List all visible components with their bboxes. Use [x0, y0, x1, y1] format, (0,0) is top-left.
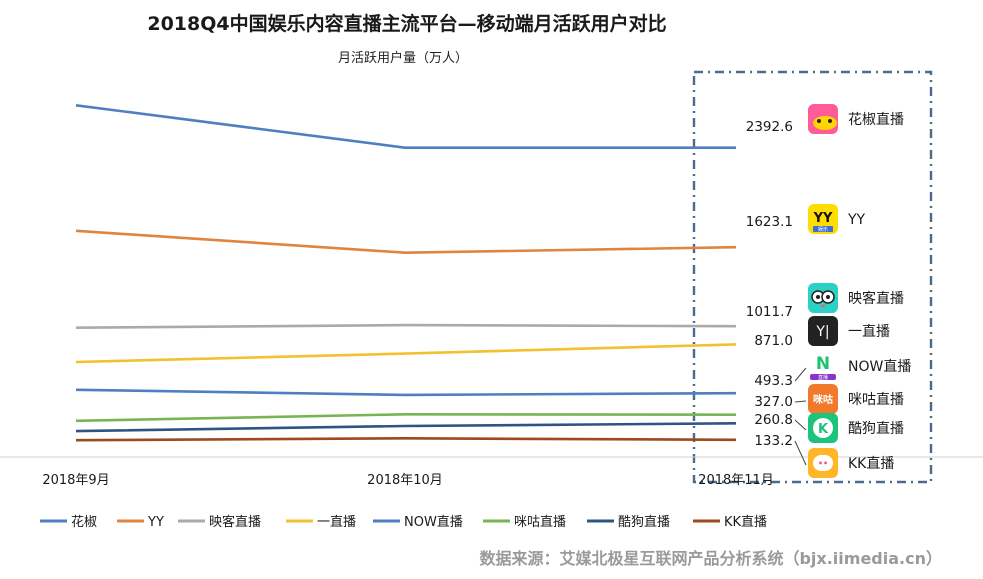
- kugou-icon: K: [808, 413, 838, 443]
- now-icon-text: N: [816, 354, 830, 374]
- series-line-0: [75, 104, 736, 149]
- legend-item: 映客直播: [178, 514, 261, 530]
- app-name-label: 花椒直播: [848, 111, 904, 128]
- kk-icon-text: ••: [818, 459, 828, 468]
- legend-item: KK直播: [693, 515, 767, 530]
- huajiao-icon: [808, 104, 838, 134]
- legend-label: 酷狗直播: [618, 515, 670, 530]
- app-name-label: KK直播: [848, 455, 894, 472]
- yingke-icon: [808, 283, 838, 313]
- app-name-label: 咪咕直播: [848, 391, 904, 408]
- now-icon: N直播: [808, 351, 838, 381]
- end-value-label: 871.0: [754, 333, 793, 349]
- legend-label: 咪咕直播: [514, 514, 566, 530]
- legend-item: 咪咕直播: [483, 514, 566, 530]
- series-line-7: [75, 436, 737, 442]
- end-value-label: 133.2: [754, 433, 793, 449]
- kk-icon: ••: [808, 448, 838, 478]
- data-source-text: 数据来源：艾媒北极星互联网产品分析系统（bjx.iimedia.cn）: [479, 549, 942, 568]
- legend-item: NOW直播: [373, 515, 463, 530]
- x-ticks: 2018年9月 2018年10月 2018年11月: [42, 473, 774, 488]
- x-tick-label: 2018年11月: [698, 473, 774, 488]
- legend-label: 映客直播: [209, 514, 261, 530]
- series-line-4: [75, 388, 737, 397]
- leader-line: [794, 400, 807, 403]
- series-layer: [75, 104, 737, 442]
- legend-label: 花椒: [71, 514, 97, 530]
- end-value-label: 260.8: [754, 412, 793, 428]
- app-name-label: 映客直播: [848, 290, 904, 307]
- series-line-1: [75, 229, 737, 254]
- legend-label: YY: [147, 515, 164, 530]
- latest-month-highlight-box: [692, 70, 933, 484]
- end-value-label: 2392.6: [746, 119, 793, 135]
- app-name-label: 一直播: [848, 323, 890, 340]
- y-axis-label: 月活跃用户量（万人）: [338, 50, 468, 66]
- now-icon-subtext: 直播: [818, 374, 828, 381]
- legend-label: KK直播: [724, 515, 767, 530]
- legend-item: 酷狗直播: [587, 515, 670, 530]
- series-line-6: [75, 422, 737, 433]
- end-value-label: 327.0: [754, 394, 793, 410]
- end-value-label: 1623.1: [746, 214, 793, 230]
- yy-icon-text: YY: [813, 211, 833, 226]
- kugou-icon-text: K: [818, 422, 829, 437]
- app-name-label: NOW直播: [848, 358, 911, 375]
- end-value-label: 493.3: [754, 373, 793, 389]
- yy-icon-subtext: 娱乐: [818, 226, 828, 233]
- migu-icon: 咪咕: [808, 384, 838, 414]
- series-line-2: [75, 323, 737, 329]
- x-tick-label: 2018年9月: [42, 473, 109, 488]
- leader-line: [794, 419, 807, 431]
- leader-line: [794, 367, 807, 382]
- legend-label: NOW直播: [404, 515, 463, 530]
- series-line-5: [75, 412, 737, 423]
- legend-item: 一直播: [286, 515, 356, 530]
- migu-icon-text: 咪咕: [813, 393, 833, 406]
- chart-title: 2018Q4中国娱乐内容直播主流平台—移动端月活跃用户对比: [147, 12, 666, 35]
- leader-line: [794, 440, 807, 466]
- yizhibo-icon: Y|: [808, 316, 838, 346]
- legend-item: YY: [117, 515, 164, 530]
- app-name-label: YY: [847, 212, 866, 228]
- series-line-3: [75, 343, 737, 364]
- yizhibo-icon-text: Y|: [815, 324, 829, 340]
- legend-label: 一直播: [317, 515, 356, 530]
- end-value-label: 1011.7: [746, 304, 793, 320]
- legend-item: 花椒: [40, 514, 97, 530]
- x-tick-label: 2018年10月: [367, 473, 443, 488]
- app-name-label: 酷狗直播: [848, 420, 904, 437]
- legend: 花椒 YY 映客直播 一直播 NOW直播 咪咕直播 酷狗直播 KK直播: [40, 514, 767, 530]
